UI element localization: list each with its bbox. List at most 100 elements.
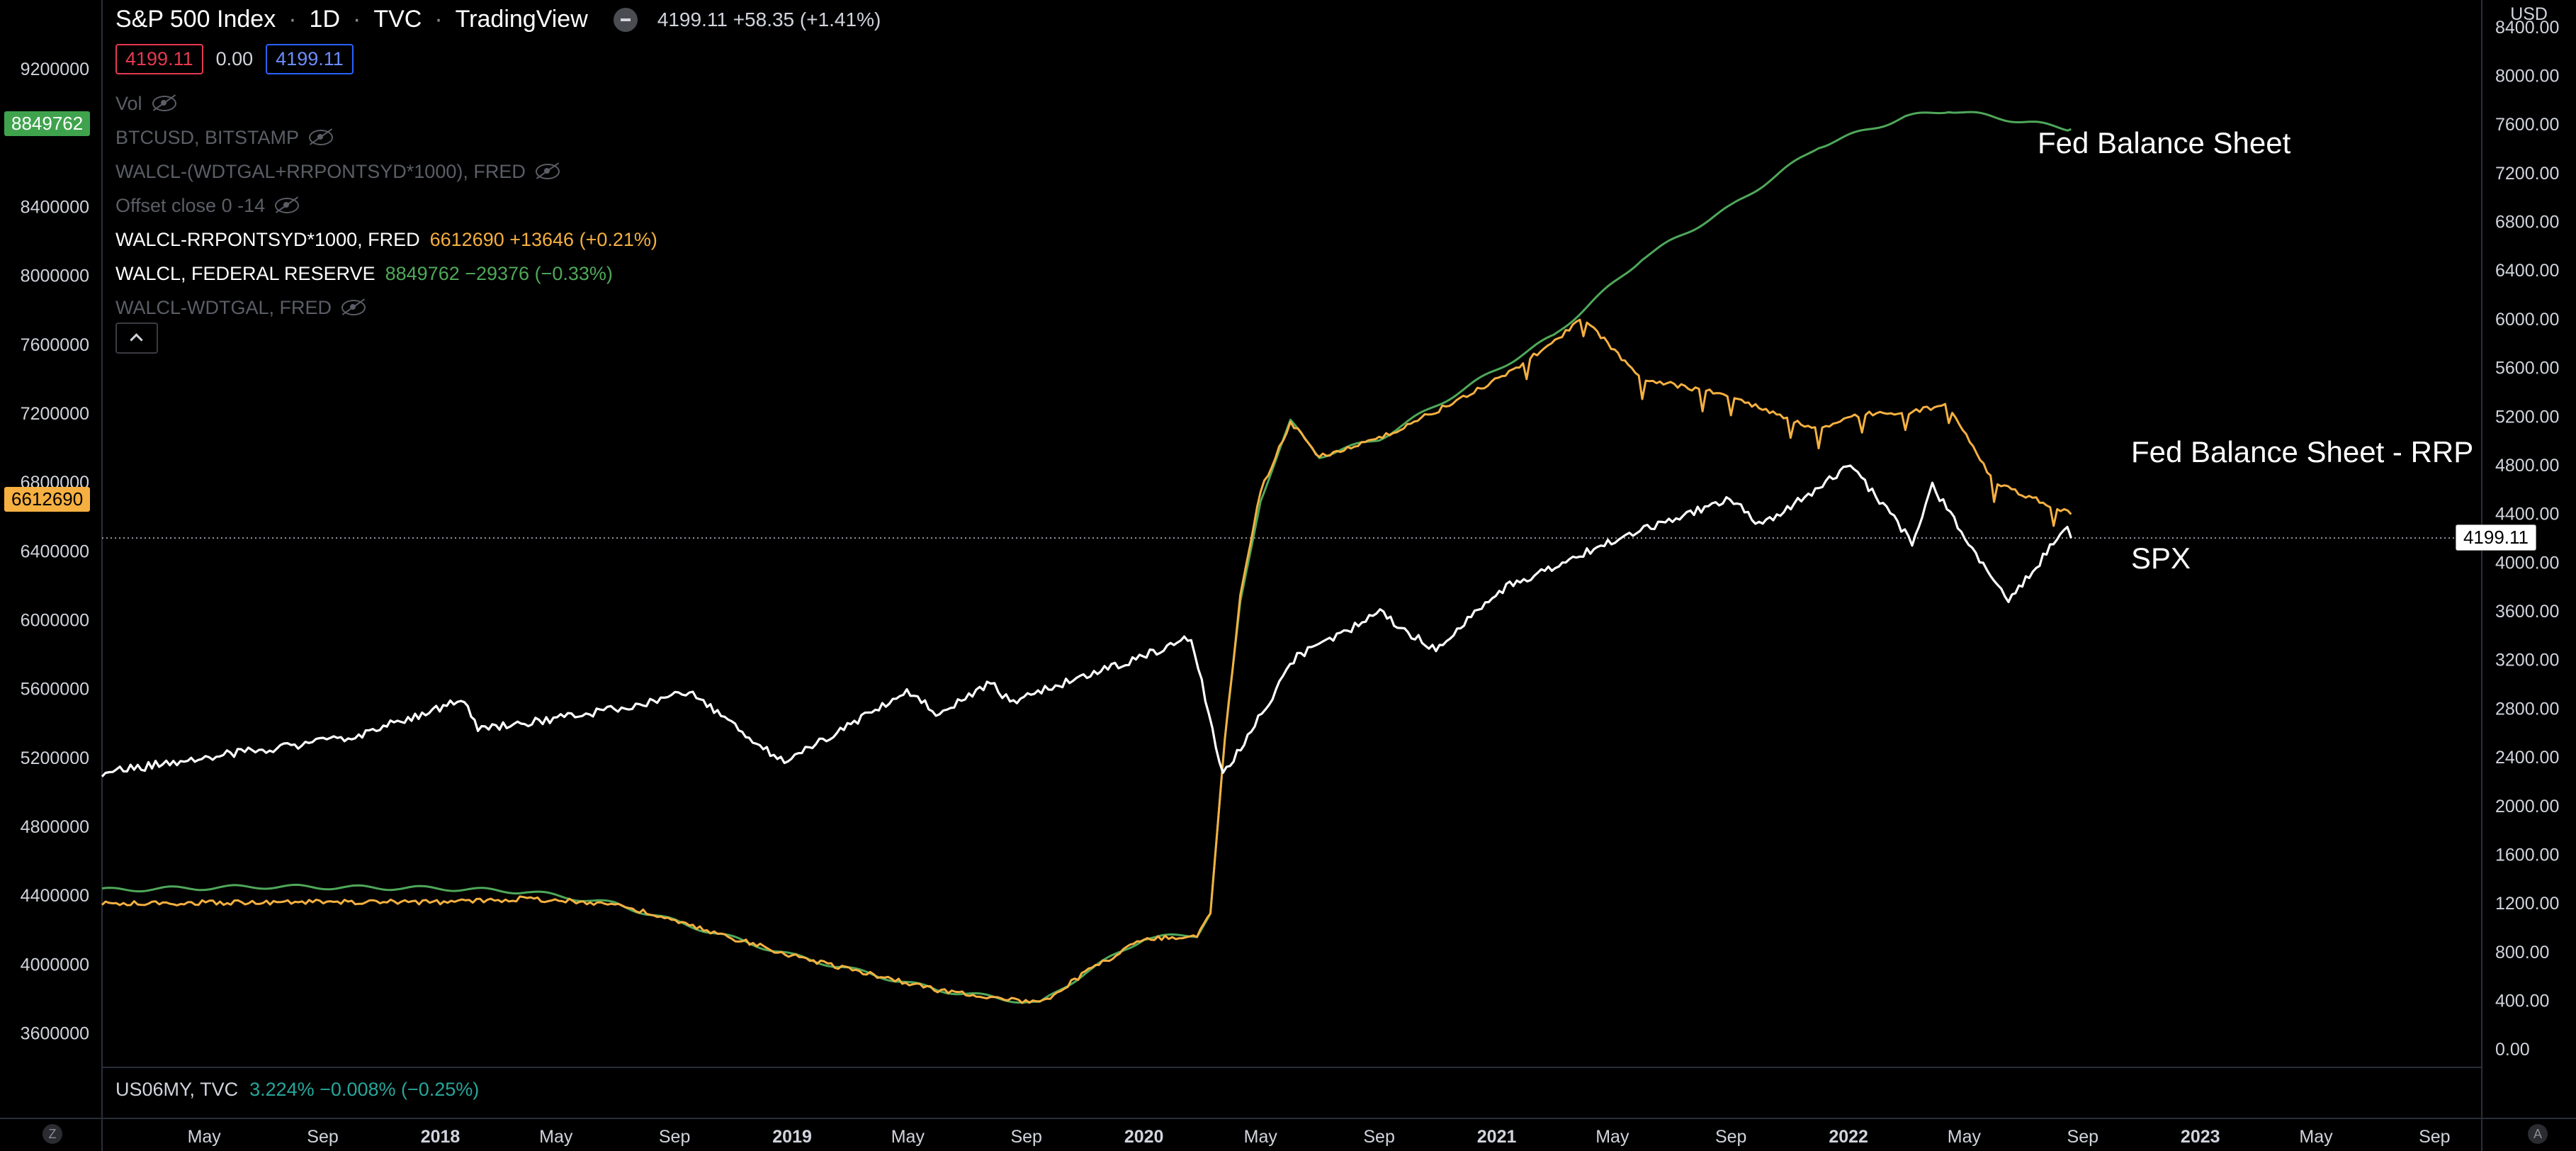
sub-pane-value: 3.224% −0.008% (−0.25%) — [249, 1079, 480, 1100]
time-axis-tick-label: May — [539, 1127, 573, 1147]
legend-item-label: BTCUSD, BITSTAMP — [115, 126, 300, 148]
right-axis-tick-label: 1600.00 — [2495, 845, 2559, 865]
annotation-fed: Fed Balance Sheet — [2038, 126, 2291, 159]
legend-item-btcusd[interactable]: BTCUSD, BITSTAMP — [115, 120, 657, 155]
time-axis-tick-label: May — [188, 1127, 222, 1147]
right-axis-tick-label: 400.00 — [2495, 992, 2549, 1011]
time-axis[interactable]: May Sep 2018 May Sep 2019 May Sep 2020 May Sep 2021… — [188, 1127, 2451, 1147]
time-axis-tick-label: Sep — [2067, 1127, 2098, 1147]
annotation-spx: SPX — [2131, 541, 2191, 575]
right-axis-tick-label: 7200.00 — [2495, 164, 2559, 184]
left-axis-tick-label: 6000000 — [21, 610, 89, 630]
zoom-reset-button[interactable]: Z — [43, 1124, 62, 1144]
left-axis-tick-label: 7200000 — [21, 404, 89, 424]
interval-label[interactable]: 1D — [309, 6, 341, 33]
exchange-label: TVC — [373, 6, 422, 33]
time-axis-tick-label: 2020 — [1124, 1127, 1164, 1147]
time-axis-tick-label: Sep — [2419, 1127, 2450, 1147]
right-axis-tick-label: 8000.00 — [2495, 66, 2559, 86]
legend-item-value: 6612690 +13646 (+0.21%) — [429, 228, 657, 250]
right-axis-tick-label: 4400.00 — [2495, 505, 2559, 524]
right-axis-tick-label: 2800.00 — [2495, 699, 2559, 719]
auto-scale-button[interactable]: A — [2528, 1124, 2548, 1144]
right-axis-tick-label: 6000.00 — [2495, 310, 2559, 330]
price-change-readout: 4199.11 +58.35 (+1.41%) — [657, 8, 881, 30]
legend-item-label: Vol — [115, 92, 142, 114]
right-axis-tick-label: 7600.00 — [2495, 115, 2559, 135]
legend-item-label: Offset close 0 -14 — [115, 194, 266, 216]
time-axis-tick-label: Sep — [307, 1127, 338, 1147]
chart-header: S&P 500 Index · 1D · TVC · TradingView 4… — [115, 6, 881, 33]
annotation-rrp: Fed Balance Sheet - RRP — [2131, 435, 2474, 468]
left-price-axis[interactable]: 3600000 4000000 4400000 4800000 5200000 56000… — [21, 60, 89, 1043]
time-axis-tick-label: May — [1595, 1127, 1629, 1147]
left-axis-tick-label: 8400000 — [21, 197, 89, 217]
legend-item-offset-close[interactable]: Offset close 0 -14 — [115, 189, 657, 223]
right-price-axis[interactable]: 0.00 400.00 800.00 1200.00 1600.00 2000.00 240… — [2495, 18, 2559, 1060]
right-axis-tick-label: 5200.00 — [2495, 407, 2559, 427]
time-axis-tick-label: May — [2299, 1127, 2333, 1147]
fed-balance-sheet-rrp-line[interactable] — [101, 318, 2072, 1004]
eye-hidden-icon[interactable] — [341, 300, 366, 315]
legend-item-label: WALCL, FEDERAL RESERVE — [115, 262, 375, 284]
time-axis-tick-label: May — [1948, 1127, 1982, 1147]
legend-item-vol[interactable]: Vol — [115, 86, 657, 120]
eye-hidden-icon[interactable] — [152, 96, 176, 111]
right-axis-tick-label: 3200.00 — [2495, 651, 2559, 670]
right-axis-tick-label: 1200.00 — [2495, 894, 2559, 914]
time-axis-tick-label: 2023 — [2181, 1127, 2220, 1147]
time-axis-tick-label: 2018 — [421, 1127, 461, 1147]
left-axis-tick-label: 9200000 — [21, 60, 89, 79]
time-axis-tick-label: May — [1244, 1127, 1278, 1147]
trade-price-boxes: 4199.11 0.00 4199.11 — [115, 44, 354, 74]
spread-value: 0.00 — [215, 48, 254, 69]
legend-item-value: 8849762 −29376 (−0.33%) — [385, 262, 613, 284]
collapse-legend-button[interactable] — [115, 322, 158, 354]
spx-line[interactable] — [101, 464, 2072, 777]
time-axis-tick-label: 2019 — [772, 1127, 812, 1147]
sell-price-button[interactable]: 4199.11 — [115, 44, 203, 74]
source-label: TradingView — [455, 6, 588, 33]
time-axis-tick-label: Sep — [1363, 1127, 1394, 1147]
eye-hidden-icon[interactable] — [535, 164, 560, 179]
left-axis-tick-label: 5600000 — [21, 680, 89, 700]
legend-item-walcl[interactable]: WALCL, FEDERAL RESERVE 8849762 −29376 (−… — [115, 257, 657, 291]
right-axis-tick-label: 6400.00 — [2495, 261, 2559, 281]
left-axis-tick-label: 6400000 — [21, 541, 89, 561]
legend-item-walcl-tga[interactable]: WALCL-WDTGAL, FRED — [115, 291, 657, 325]
right-axis-tick-label: 0.00 — [2495, 1040, 2530, 1060]
buy-price-button[interactable]: 4199.11 — [266, 44, 354, 74]
eye-hidden-icon[interactable] — [309, 130, 334, 145]
legend-item-label: WALCL-(WDTGAL+RRPONTSYD*1000), FRED — [115, 160, 526, 182]
fed-balance-sheet-line[interactable] — [101, 111, 2072, 1004]
legend-item-label: WALCL-WDTGAL, FRED — [115, 296, 332, 318]
left-axis-tick-label: 4000000 — [21, 955, 89, 975]
time-axis-tick-label: May — [891, 1127, 925, 1147]
right-axis-tick-label: 2400.00 — [2495, 748, 2559, 768]
fed-last-value-badge: 8849762 — [4, 111, 91, 136]
right-axis-tick-label: 6800.00 — [2495, 213, 2559, 232]
right-axis-tick-label: 4000.00 — [2495, 553, 2559, 573]
rrp-last-value-badge: 6612690 — [4, 487, 91, 512]
currency-selector[interactable]: USD — [2510, 4, 2548, 24]
left-axis-tick-label: 8000000 — [21, 266, 89, 286]
symbol-name[interactable]: S&P 500 Index — [115, 6, 276, 33]
time-axis-tick-label: Sep — [659, 1127, 690, 1147]
sub-pane-legend[interactable]: US06MY, TVC 3.224% −0.008% (−0.25%) — [115, 1079, 479, 1101]
legend-item-walcl-rrp[interactable]: WALCL-RRPONTSYD*1000, FRED 6612690 +1364… — [115, 223, 657, 257]
indicator-legend: Vol BTCUSD, BITSTAMP WALCL-(WDTGAL+RRPON… — [115, 86, 657, 325]
legend-item-walcl-tga-rrp[interactable]: WALCL-(WDTGAL+RRPONTSYD*1000), FRED — [115, 155, 657, 189]
right-axis-tick-label: 5600.00 — [2495, 359, 2559, 378]
header-separator: · — [288, 6, 297, 33]
left-axis-tick-label: 5200000 — [21, 748, 89, 768]
spx-last-value-badge: 4199.11 — [2455, 524, 2536, 551]
minus-icon[interactable] — [613, 7, 638, 32]
legend-item-label: WALCL-RRPONTSYD*1000, FRED — [115, 228, 420, 250]
left-axis-tick-label: 4400000 — [21, 886, 89, 906]
eye-hidden-icon[interactable] — [275, 198, 300, 213]
right-axis-tick-label: 2000.00 — [2495, 797, 2559, 816]
left-axis-tick-label: 4800000 — [21, 817, 89, 837]
time-axis-tick-label: 2022 — [1829, 1127, 1868, 1147]
